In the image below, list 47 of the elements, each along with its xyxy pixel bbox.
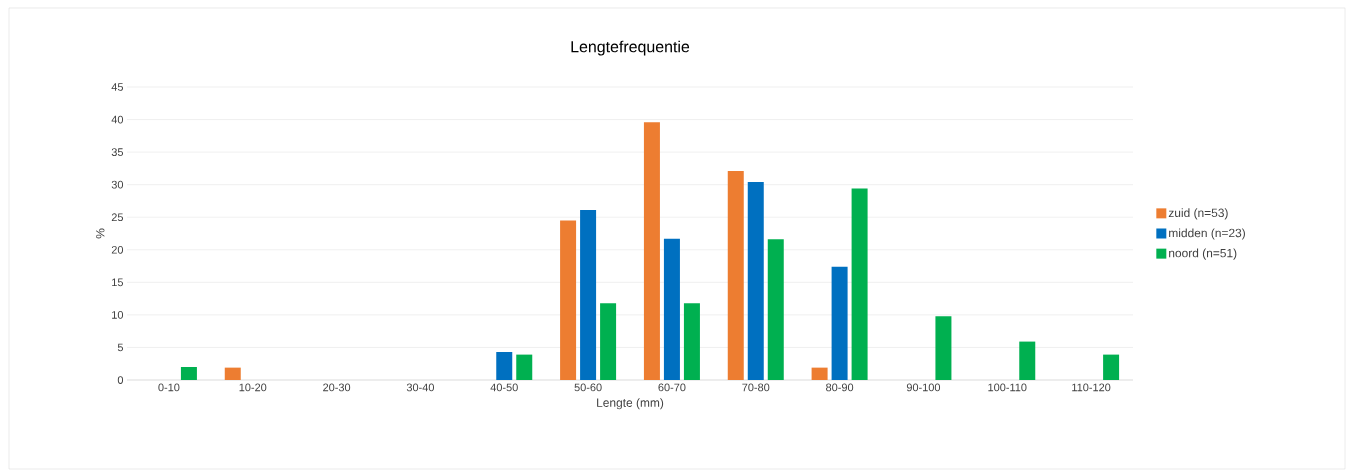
bar: [1103, 354, 1120, 380]
chart-title: Lengtefrequentie: [571, 40, 690, 56]
bar: [600, 303, 617, 380]
bar: [180, 366, 197, 380]
x-axis-title: Lengte (mm): [597, 398, 664, 410]
bar: [1019, 341, 1036, 380]
bar: [831, 266, 848, 380]
bar: [767, 239, 784, 380]
y-tick-label: 10: [112, 311, 124, 319]
x-tick-label: 100-110: [988, 383, 1027, 392]
x-tick-label: 80-90: [826, 383, 854, 392]
y-tick-label: 0: [117, 376, 124, 384]
y-tick-label: 15: [112, 278, 124, 287]
legend-label: zuid (n=53): [1168, 208, 1228, 220]
y-tick-label: 25: [111, 213, 124, 222]
x-tick-label: 0-10: [158, 383, 180, 392]
bar: [663, 238, 680, 380]
x-tick-label: 110-120: [1072, 383, 1111, 392]
bar: [496, 352, 513, 380]
bar: [643, 122, 660, 380]
y-axis-title: %: [96, 228, 105, 239]
y-tick-label: 5: [117, 343, 124, 352]
x-tick-label: 90-100: [906, 383, 941, 392]
bar: [683, 303, 700, 380]
bar: [224, 367, 241, 380]
x-tick-label: 40-50: [490, 383, 518, 392]
x-tick-label: 30-40: [406, 383, 434, 392]
bar: [935, 316, 952, 380]
legend-label: midden (n=23): [1169, 228, 1245, 240]
x-tick-label: 20-30: [323, 383, 351, 392]
y-tick-label: 45: [111, 83, 124, 91]
y-tick-label: 20: [111, 245, 124, 254]
bar: [516, 354, 533, 380]
bar: [811, 367, 828, 380]
x-tick-label: 70-80: [742, 383, 770, 392]
y-tick-label: 35: [111, 148, 124, 156]
bar: [747, 182, 764, 380]
x-tick-label: 50-60: [574, 383, 602, 392]
y-tick-label: 40: [111, 115, 124, 124]
y-tick-label: 30: [111, 180, 124, 189]
x-tick-label: 10-20: [239, 383, 267, 392]
legend-label: noord (n=51): [1169, 248, 1237, 260]
bar: [727, 170, 744, 380]
bar: [560, 220, 577, 380]
bar: [851, 188, 868, 380]
x-tick-label: 60-70: [658, 383, 686, 392]
bar: [580, 210, 597, 380]
